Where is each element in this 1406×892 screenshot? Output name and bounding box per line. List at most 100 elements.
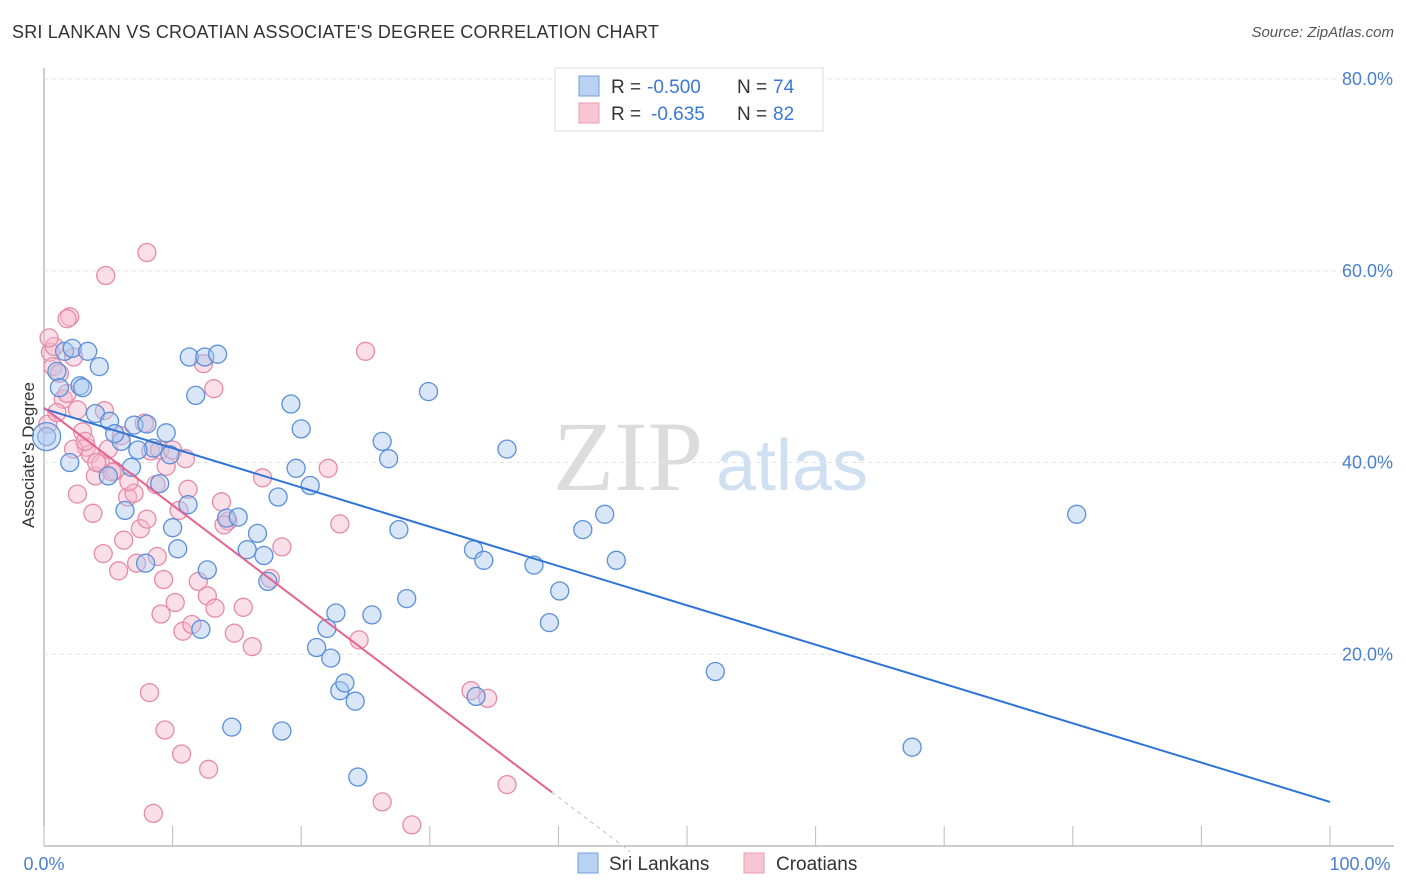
croatian-point bbox=[402, 815, 422, 835]
croatian-point bbox=[156, 456, 176, 476]
sri-lankan-point bbox=[162, 518, 183, 538]
sri-lankan-point bbox=[47, 361, 67, 382]
sri-lankan-point bbox=[197, 560, 217, 580]
croatians-trend-extension bbox=[551, 791, 631, 853]
sri-lankan-point bbox=[606, 550, 626, 570]
croatian-point bbox=[93, 543, 113, 564]
croatian-point bbox=[355, 341, 376, 361]
croatian-point bbox=[108, 561, 129, 581]
x-tick-label-min: 0.0% bbox=[23, 854, 64, 874]
sri-lankans-points bbox=[31, 338, 1087, 787]
series-label-sri-lankans: Sri Lankans bbox=[609, 854, 709, 875]
sri-lankan-point bbox=[272, 721, 292, 741]
watermark-zip: ZIP bbox=[553, 401, 703, 512]
sri-lankan-point bbox=[348, 767, 368, 787]
legend-r-value-1: -0.500 bbox=[647, 77, 701, 98]
croatian-point bbox=[114, 530, 134, 550]
sri-lankan-point bbox=[372, 431, 392, 452]
sri-lankan-point bbox=[228, 507, 248, 527]
croatian-point bbox=[39, 328, 59, 348]
sri-lankan-point bbox=[54, 341, 75, 361]
y-tick-labels: 20.0% 40.0% 60.0% 80.0% bbox=[1342, 69, 1393, 664]
sri-lankan-point bbox=[207, 344, 228, 364]
croatian-point bbox=[205, 598, 225, 618]
croatian-point bbox=[233, 597, 253, 617]
croatian-point bbox=[461, 681, 481, 701]
series-legend: Sri Lankans Croatians bbox=[577, 852, 857, 875]
sri-lankan-point bbox=[418, 381, 439, 402]
sri-lankan-point bbox=[247, 523, 268, 544]
x-minor-ticks bbox=[43, 826, 1331, 846]
croatian-point bbox=[318, 458, 338, 478]
croatian-point bbox=[165, 592, 185, 613]
series-swatch-sri-lankans bbox=[577, 852, 599, 874]
sri-lankan-point bbox=[497, 439, 517, 459]
croatian-point bbox=[171, 744, 192, 764]
sri-lankan-point bbox=[466, 686, 486, 707]
legend-n-label-2: N = bbox=[737, 104, 767, 125]
sri-lankan-point bbox=[60, 452, 80, 473]
croatian-point bbox=[182, 614, 202, 635]
sri-lankan-point bbox=[89, 356, 109, 377]
sri-lankan-point bbox=[539, 612, 560, 633]
croatian-point bbox=[87, 452, 107, 473]
sri-lankan-point bbox=[49, 378, 70, 398]
croatian-point bbox=[372, 792, 392, 812]
croatian-point bbox=[139, 682, 160, 703]
sri-lankan-point bbox=[291, 419, 311, 439]
sri-lankan-point bbox=[115, 500, 135, 521]
sri-lankan-point bbox=[595, 504, 615, 524]
sri-lankan-point bbox=[156, 423, 176, 443]
legend-r-label-1: R = bbox=[611, 77, 641, 98]
legend-swatch-pink bbox=[578, 102, 600, 124]
sri-lankan-point bbox=[137, 414, 157, 434]
sri-lankan-point bbox=[160, 445, 180, 465]
sri-lankan-point bbox=[128, 440, 148, 460]
sri-lankans-trend-line bbox=[43, 407, 1331, 803]
croatian-point bbox=[151, 604, 171, 624]
croatian-point bbox=[147, 546, 167, 567]
sri-lankan-point bbox=[254, 545, 274, 566]
sri-lankan-point bbox=[1067, 504, 1087, 524]
croatian-point bbox=[198, 759, 219, 779]
sri-lankan-point bbox=[389, 519, 409, 540]
sri-lankan-point bbox=[474, 550, 494, 570]
sri-lankan-point bbox=[178, 495, 198, 515]
sri-lankan-point bbox=[321, 648, 341, 668]
watermark-atlas: atlas bbox=[716, 426, 868, 506]
y-tick-label: 80.0% bbox=[1342, 69, 1393, 89]
sri-lankan-point bbox=[78, 341, 98, 361]
sri-lankan-point bbox=[72, 378, 93, 398]
croatian-point bbox=[96, 265, 116, 286]
sri-lankan-point bbox=[168, 539, 188, 559]
croatian-point bbox=[242, 636, 262, 657]
croatian-point bbox=[57, 309, 77, 329]
croatian-point bbox=[143, 803, 163, 824]
croatian-point bbox=[211, 492, 232, 512]
croatian-point bbox=[204, 379, 224, 399]
sri-lankan-point-large bbox=[31, 421, 62, 452]
legend-r-label-2: R = bbox=[611, 104, 641, 125]
croatian-point bbox=[67, 484, 88, 504]
trend-lines bbox=[43, 407, 1331, 853]
croatian-point bbox=[330, 514, 350, 534]
sri-lankan-point bbox=[573, 519, 593, 540]
croatians-points bbox=[38, 242, 517, 835]
y-tick-label: 20.0% bbox=[1342, 644, 1393, 664]
x-tick-label-max: 100.0% bbox=[1329, 854, 1390, 874]
croatian-point bbox=[75, 431, 95, 452]
sri-lankan-point bbox=[258, 571, 278, 592]
correlation-legend: R = -0.500 N = 74 R = -0.635 N = 82 bbox=[554, 67, 824, 132]
croatian-point bbox=[178, 479, 198, 499]
sri-lankan-point bbox=[550, 581, 570, 601]
sri-lankan-point bbox=[362, 605, 382, 625]
sri-lankan-point bbox=[335, 673, 355, 693]
source-label: Source: ZipAtlas.com bbox=[1251, 24, 1394, 41]
sri-lankan-point bbox=[281, 394, 301, 414]
sri-lankan-point bbox=[306, 637, 327, 658]
series-swatch-croatians bbox=[743, 852, 765, 874]
sri-lankan-point bbox=[300, 475, 320, 496]
sri-lankan-point bbox=[150, 473, 170, 494]
croatians-trend-line bbox=[43, 407, 553, 794]
sri-lankan-point bbox=[186, 385, 206, 406]
